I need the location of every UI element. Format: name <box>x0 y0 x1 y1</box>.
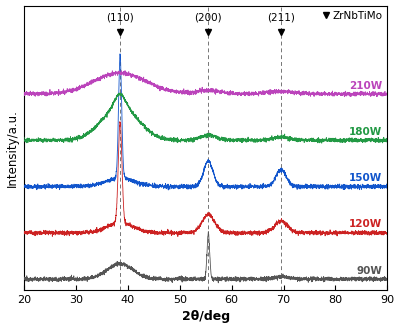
Text: 180W: 180W <box>349 127 382 137</box>
Text: 90W: 90W <box>356 266 382 276</box>
Text: 150W: 150W <box>349 173 382 183</box>
Text: (110): (110) <box>106 13 134 22</box>
Text: (211): (211) <box>267 13 295 22</box>
Text: 210W: 210W <box>349 81 382 90</box>
Text: 120W: 120W <box>349 219 382 229</box>
Text: (200): (200) <box>194 13 222 22</box>
X-axis label: 2θ/deg: 2θ/deg <box>182 311 230 323</box>
Legend: ZrNbTiMo: ZrNbTiMo <box>322 9 384 23</box>
Y-axis label: Intensity/a.u.: Intensity/a.u. <box>6 109 18 187</box>
